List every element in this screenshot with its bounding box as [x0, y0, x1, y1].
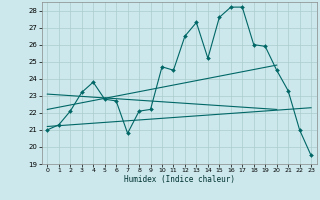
X-axis label: Humidex (Indice chaleur): Humidex (Indice chaleur): [124, 175, 235, 184]
